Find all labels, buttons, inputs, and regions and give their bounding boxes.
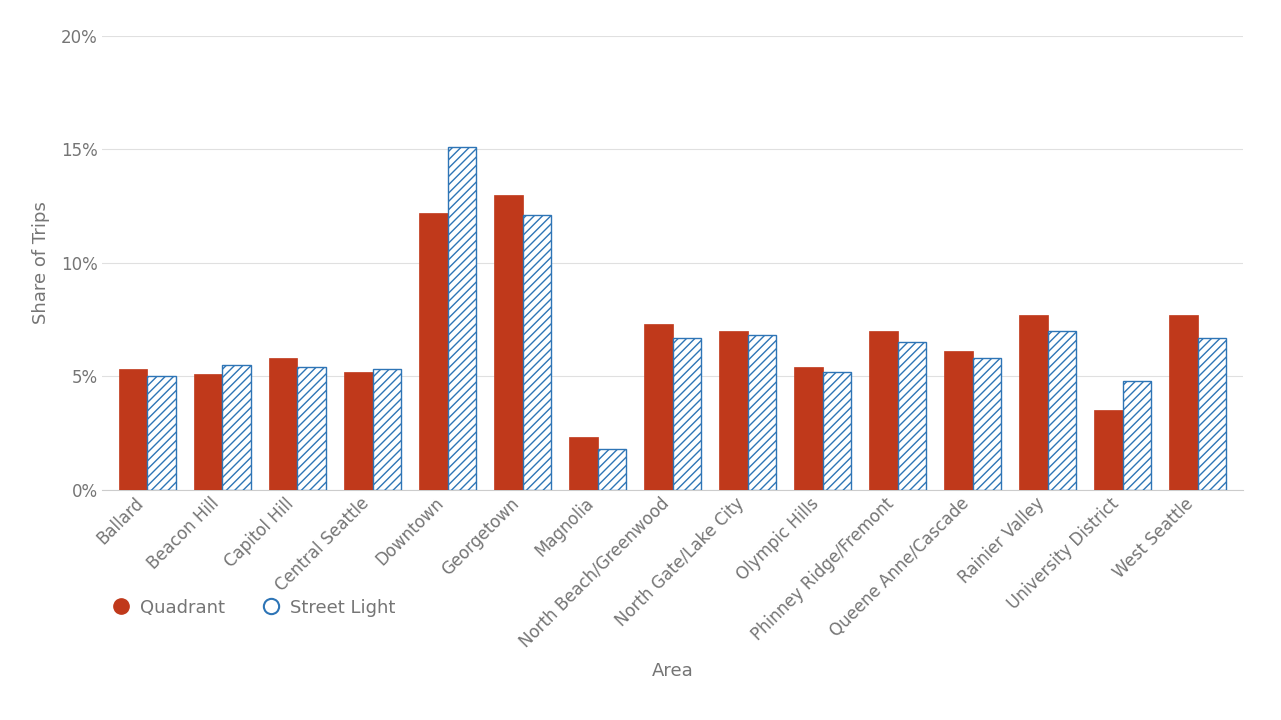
Bar <box>1048 330 1076 490</box>
Bar <box>119 369 147 490</box>
Bar <box>944 351 972 490</box>
Bar <box>1170 315 1198 490</box>
Bar <box>597 449 626 490</box>
Bar <box>673 338 701 490</box>
Bar <box>1122 381 1152 490</box>
Bar <box>223 365 251 490</box>
Bar <box>419 213 447 490</box>
Bar <box>748 336 776 490</box>
Bar <box>447 147 477 490</box>
Bar <box>898 342 926 490</box>
Bar <box>822 372 851 490</box>
Bar <box>1094 410 1122 490</box>
Legend: Quadrant, Street Light: Quadrant, Street Light <box>111 598 396 617</box>
Bar <box>1198 338 1226 490</box>
Bar <box>869 330 898 490</box>
Bar <box>147 376 175 490</box>
Bar <box>972 358 1000 490</box>
Bar <box>269 358 297 490</box>
Bar <box>569 438 597 490</box>
Bar <box>193 374 223 490</box>
Bar <box>297 367 325 490</box>
Bar <box>494 194 523 490</box>
Bar <box>345 372 373 490</box>
Bar <box>644 324 673 490</box>
Y-axis label: Share of Trips: Share of Trips <box>32 202 50 324</box>
Bar <box>373 369 401 490</box>
Bar <box>719 330 748 490</box>
Bar <box>1020 315 1048 490</box>
Bar <box>523 215 551 490</box>
Bar <box>794 367 822 490</box>
X-axis label: Area: Area <box>652 662 693 680</box>
